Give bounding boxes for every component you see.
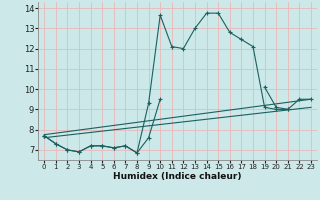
X-axis label: Humidex (Indice chaleur): Humidex (Indice chaleur) (113, 172, 242, 181)
